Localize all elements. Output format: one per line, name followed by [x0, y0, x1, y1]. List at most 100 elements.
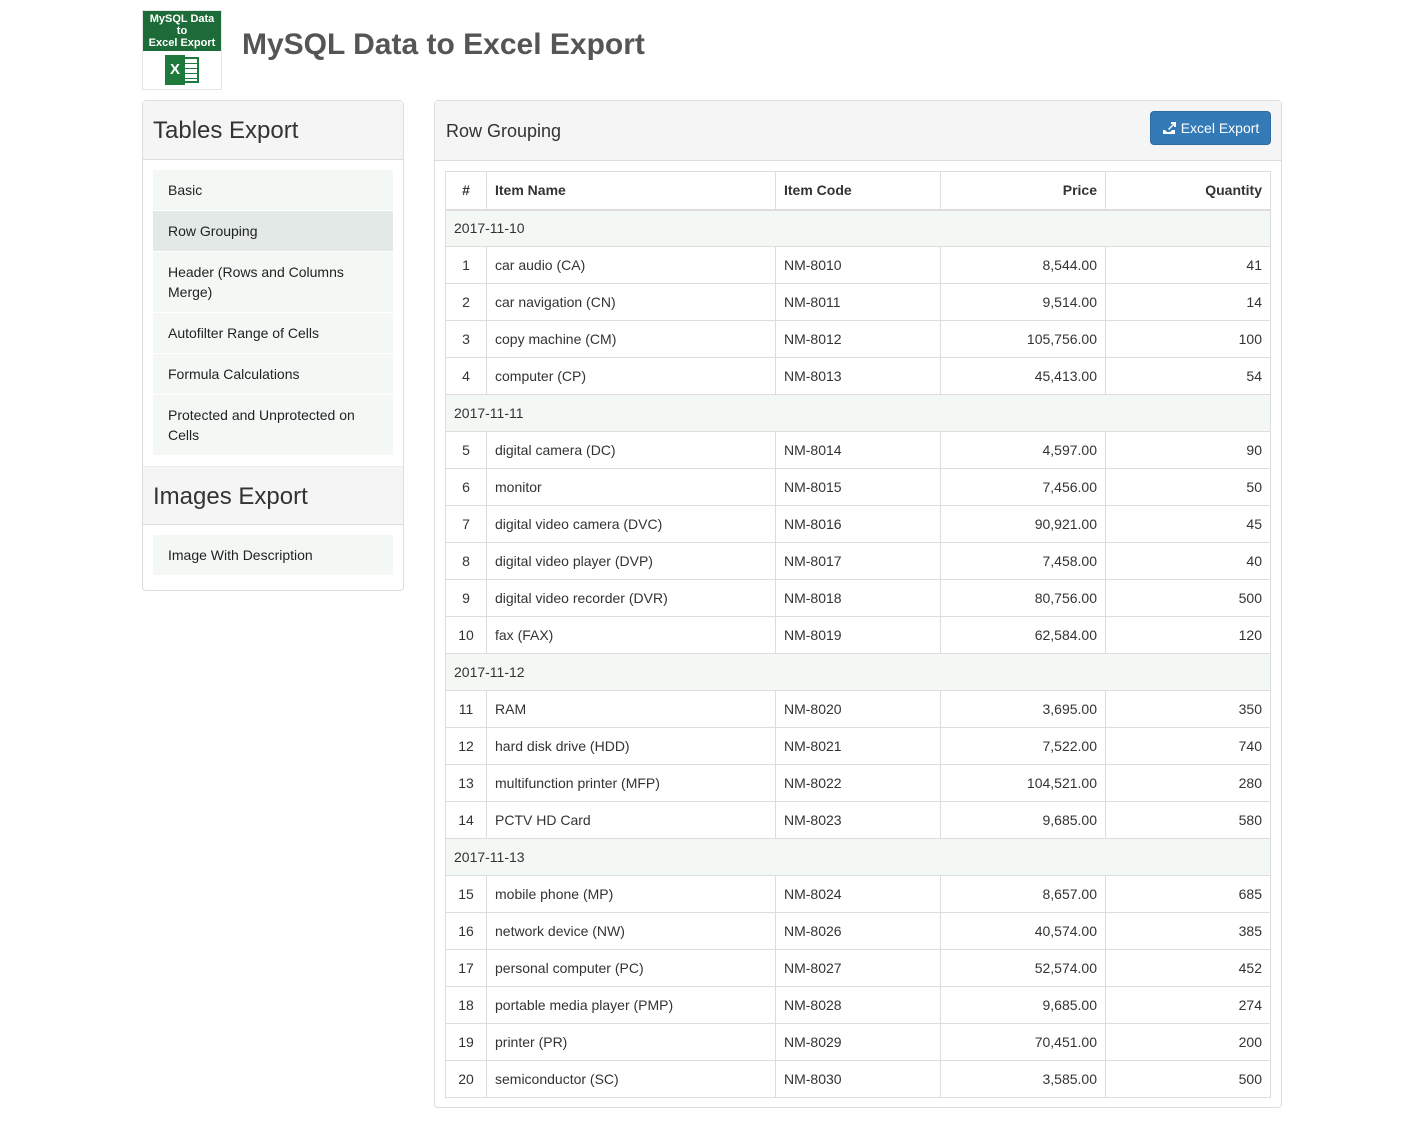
cell-price: 9,685.00	[940, 801, 1106, 839]
group-row: 2017-11-12	[445, 653, 1271, 691]
cell-price: 7,522.00	[940, 727, 1106, 765]
cell-price: 9,685.00	[940, 986, 1106, 1024]
cell-item-code: NM-8030	[775, 1060, 941, 1098]
sidebar-item-header-merge[interactable]: Header (Rows and Columns Merge)	[153, 252, 393, 313]
excel-export-button[interactable]: Excel Export	[1150, 111, 1271, 145]
cell-item-name: personal computer (PC)	[486, 949, 776, 987]
cell-quantity: 500	[1105, 579, 1271, 617]
cell-item-name: PCTV HD Card	[486, 801, 776, 839]
cell-price: 80,756.00	[940, 579, 1106, 617]
table-row: 2 car navigation (CN) NM-8011 9,514.00 14	[445, 283, 1271, 321]
sidebar-item-basic[interactable]: Basic	[153, 170, 393, 211]
cell-quantity: 500	[1105, 1060, 1271, 1098]
cell-item-code: NM-8013	[775, 357, 941, 395]
cell-price: 4,597.00	[940, 431, 1106, 469]
table-row: 9 digital video recorder (DVR) NM-8018 80,7…	[445, 579, 1271, 617]
cell-price: 3,695.00	[940, 690, 1106, 728]
cell-item-code: NM-8018	[775, 579, 941, 617]
cell-item-name: portable media player (PMP)	[486, 986, 776, 1024]
cell-item-name: digital video camera (DVC)	[486, 505, 776, 543]
section-title-images-export: Images Export	[143, 466, 403, 525]
cell-item-code: NM-8029	[775, 1023, 941, 1061]
cell-index: 14	[445, 801, 487, 839]
cell-item-name: semiconductor (SC)	[486, 1060, 776, 1098]
group-date: 2017-11-11	[445, 394, 1271, 432]
table-row: 12 hard disk drive (HDD) NM-8021 7,522.00 74…	[445, 727, 1271, 765]
cell-index: 7	[445, 505, 487, 543]
cell-quantity: 45	[1105, 505, 1271, 543]
cell-quantity: 452	[1105, 949, 1271, 987]
sidebar-item-protected[interactable]: Protected and Unprotected on Cells	[153, 395, 393, 456]
cell-quantity: 350	[1105, 690, 1271, 728]
cell-item-name: RAM	[486, 690, 776, 728]
cell-index: 5	[445, 431, 487, 469]
table-row: 1 car audio (CA) NM-8010 8,544.00 41	[445, 246, 1271, 284]
cell-index: 13	[445, 764, 487, 802]
cell-item-name: monitor	[486, 468, 776, 506]
cell-item-code: NM-8026	[775, 912, 941, 950]
cell-index: 9	[445, 579, 487, 617]
table-row: 3 copy machine (CM) NM-8012 105,756.00 100	[445, 320, 1271, 358]
main-panel: Row Grouping Excel Export # Item Name It…	[434, 100, 1282, 1108]
cell-price: 105,756.00	[940, 320, 1106, 358]
cell-quantity: 580	[1105, 801, 1271, 839]
cell-item-name: digital video recorder (DVR)	[486, 579, 776, 617]
cell-item-name: fax (FAX)	[486, 616, 776, 654]
group-row: 2017-11-10	[445, 209, 1271, 247]
table-row: 17 personal computer (PC) NM-8027 52,574.00…	[445, 949, 1271, 987]
cell-quantity: 14	[1105, 283, 1271, 321]
cell-quantity: 50	[1105, 468, 1271, 506]
cell-index: 20	[445, 1060, 487, 1098]
cell-item-name: multifunction printer (MFP)	[486, 764, 776, 802]
cell-item-code: NM-8023	[775, 801, 941, 839]
cell-price: 90,921.00	[940, 505, 1106, 543]
cell-index: 10	[445, 616, 487, 654]
cell-item-name: mobile phone (MP)	[486, 875, 776, 913]
cell-item-code: NM-8027	[775, 949, 941, 987]
group-date: 2017-11-10	[445, 209, 1271, 247]
cell-index: 8	[445, 542, 487, 580]
cell-price: 8,544.00	[940, 246, 1106, 284]
table-row: 6 monitor NM-8015 7,456.00 50	[445, 468, 1271, 506]
cell-item-name: computer (CP)	[486, 357, 776, 395]
col-header-index: #	[445, 171, 487, 211]
table-row: 20 semiconductor (SC) NM-8030 3,585.00 500	[445, 1060, 1271, 1098]
cell-price: 52,574.00	[940, 949, 1106, 987]
cell-quantity: 41	[1105, 246, 1271, 284]
cell-index: 19	[445, 1023, 487, 1061]
sidebar-item-image-description[interactable]: Image With Description	[153, 535, 393, 576]
table-header-row: # Item Name Item Code Price Quantity	[445, 171, 1271, 211]
excel-export-label: Excel Export	[1180, 120, 1260, 136]
table-row: 19 printer (PR) NM-8029 70,451.00 200	[445, 1023, 1271, 1061]
cell-item-code: NM-8022	[775, 764, 941, 802]
table-row: 11 RAM NM-8020 3,695.00 350	[445, 690, 1271, 728]
cell-index: 4	[445, 357, 487, 395]
sidebar: Tables Export Basic Row Grouping Header …	[142, 100, 404, 591]
table-row: 10 fax (FAX) NM-8019 62,584.00 120	[445, 616, 1271, 654]
cell-item-code: NM-8015	[775, 468, 941, 506]
table-row: 14 PCTV HD Card NM-8023 9,685.00 580	[445, 801, 1271, 839]
page-title: MySQL Data to Excel Export	[242, 28, 645, 61]
logo-text: MySQL Data to Excel Export	[143, 11, 221, 51]
cell-quantity: 100	[1105, 320, 1271, 358]
cell-quantity: 685	[1105, 875, 1271, 913]
cell-price: 45,413.00	[940, 357, 1106, 395]
cell-item-code: NM-8020	[775, 690, 941, 728]
cell-item-name: digital video player (DVP)	[486, 542, 776, 580]
cell-quantity: 120	[1105, 616, 1271, 654]
cell-index: 11	[445, 690, 487, 728]
table-row: 16 network device (NW) NM-8026 40,574.00 385	[445, 912, 1271, 950]
sidebar-item-autofilter[interactable]: Autofilter Range of Cells	[153, 313, 393, 354]
export-icon	[1162, 122, 1176, 134]
cell-price: 62,584.00	[940, 616, 1106, 654]
group-row: 2017-11-11	[445, 394, 1271, 432]
table-row: 5 digital camera (DC) NM-8014 4,597.00 90	[445, 431, 1271, 469]
sidebar-item-row-grouping[interactable]: Row Grouping	[153, 211, 393, 252]
table-row: 8 digital video player (DVP) NM-8017 7,458.…	[445, 542, 1271, 580]
cell-item-code: NM-8014	[775, 431, 941, 469]
sidebar-item-formula[interactable]: Formula Calculations	[153, 354, 393, 395]
cell-index: 16	[445, 912, 487, 950]
cell-quantity: 274	[1105, 986, 1271, 1024]
cell-quantity: 40	[1105, 542, 1271, 580]
cell-item-code: NM-8021	[775, 727, 941, 765]
